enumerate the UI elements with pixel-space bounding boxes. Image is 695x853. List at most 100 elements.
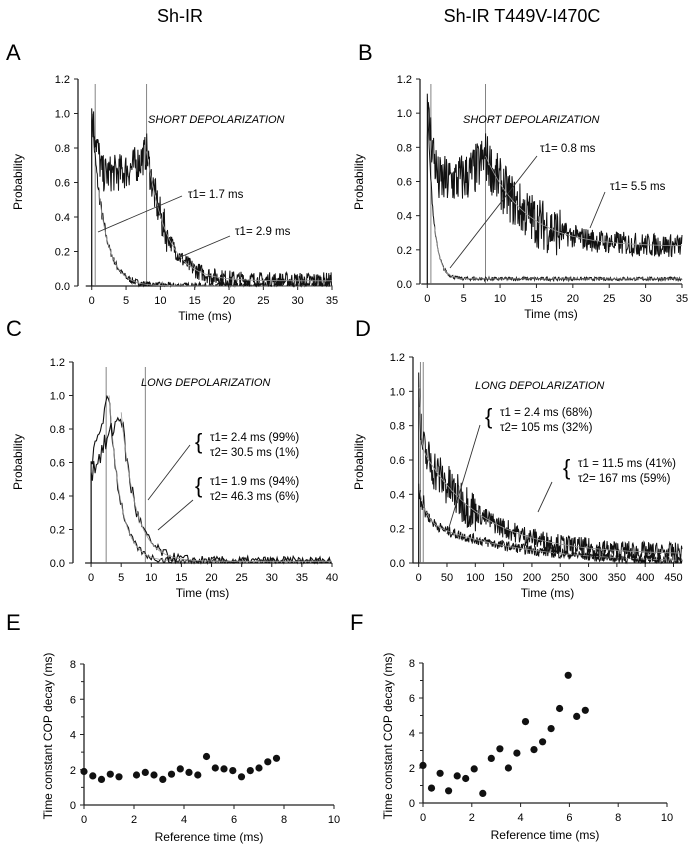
y-tick-label: 0.4 xyxy=(390,489,405,501)
y-tick-label: 0.2 xyxy=(397,245,412,257)
column-title-left: Sh-IR xyxy=(157,6,203,26)
x-tick-label: 8 xyxy=(281,814,287,826)
x-tick-label: 350 xyxy=(608,572,626,584)
data-point xyxy=(479,789,487,798)
data-point xyxy=(436,769,444,777)
y-tick-label: 0.2 xyxy=(50,525,65,537)
x-axis-label: Time (ms) xyxy=(176,586,230,600)
tau1-label: τ1 = 2.4 ms (68%) xyxy=(500,407,593,419)
x-axis-label: Time (ms) xyxy=(178,309,232,323)
trace-late xyxy=(426,102,683,284)
data-point xyxy=(255,764,263,772)
trace-early xyxy=(426,93,683,284)
data-point xyxy=(272,754,281,762)
fit-curve-late xyxy=(146,151,332,282)
x-tick-label: 400 xyxy=(636,572,654,584)
x-tick-label: 25 xyxy=(257,295,269,307)
x-tick-label: 6 xyxy=(566,812,572,824)
data-point xyxy=(150,771,158,779)
fit-pointer-line xyxy=(177,235,231,259)
panel-letter: C xyxy=(6,316,22,341)
y-tick-label: 0.8 xyxy=(55,143,70,155)
x-tick-label: 35 xyxy=(326,295,338,307)
x-tick-label: 10 xyxy=(661,812,673,824)
y-tick-label: 1.0 xyxy=(390,386,405,398)
x-tick-label: 25 xyxy=(236,572,248,584)
tau1-label: τ1= 1.9 ms (94%) xyxy=(210,476,299,488)
x-tick-label: 0 xyxy=(88,572,94,584)
x-axis-label: Reference time (ms) xyxy=(491,828,600,842)
x-tick-label: 6 xyxy=(231,814,237,826)
x-tick-label: 10 xyxy=(494,293,506,305)
panel-b: B 0 5 10 15 20 25 30 35 0.0 0.2 0.4 0.6 0.8 1.0 1.2 Time… xyxy=(352,40,688,321)
x-tick-label: 30 xyxy=(266,572,278,584)
x-tick-label: 5 xyxy=(123,295,129,307)
x-tick-label: 10 xyxy=(154,295,166,307)
x-tick-label: 20 xyxy=(567,293,579,305)
x-tick-label: 200 xyxy=(523,572,541,584)
panel-letter: D xyxy=(355,316,371,341)
x-tick-label: 0 xyxy=(416,572,422,584)
tau-label: τ1= 2.9 ms xyxy=(235,226,291,238)
panel-letter: B xyxy=(358,40,373,65)
tau1-label: τ1= 2.4 ms (99%) xyxy=(210,432,299,444)
y-tick-label: 0 xyxy=(70,800,76,812)
data-point xyxy=(220,765,228,773)
depolarization-label: LONG DEPOLARIZATION xyxy=(475,380,604,392)
data-point xyxy=(141,768,149,777)
panel-a: A 0 5 10 15 20 25 30 35 0.0 0.2 0.4 0.6 0.8 1.0 1.2 Time… xyxy=(6,40,338,323)
fit-pointer-line xyxy=(589,191,606,229)
data-point xyxy=(97,775,106,784)
x-tick-label: 10 xyxy=(328,814,340,826)
tau2-label: τ2= 46.3 ms (6%) xyxy=(210,491,299,503)
x-tick-label: 50 xyxy=(441,572,453,584)
panel-f: F 0 2 4 6 8 10 0 2 4 6 8 Reference time (ms) Time con… xyxy=(350,610,673,842)
y-tick-label: 1.2 xyxy=(50,357,65,369)
x-axis-label: Time (ms) xyxy=(524,307,578,321)
x-axis-label: Reference time (ms) xyxy=(155,830,264,844)
data-point xyxy=(530,746,538,754)
y-axis-label: Probability xyxy=(352,154,366,210)
y-tick-label: 0.0 xyxy=(397,279,412,291)
fit-pointer-line xyxy=(147,444,191,501)
y-tick-label: 8 xyxy=(70,659,76,671)
data-point xyxy=(556,704,564,713)
depolarization-label: LONG DEPOLARIZATION xyxy=(141,377,270,389)
tau-label: τ1= 0.8 ms xyxy=(540,143,596,155)
x-tick-label: 30 xyxy=(639,293,651,305)
fit-pointer-line xyxy=(446,424,481,535)
tau-label: τ1= 1.7 ms xyxy=(188,189,244,201)
y-axis-label: Probability xyxy=(352,434,366,490)
data-point xyxy=(547,725,555,733)
fit-curve-early xyxy=(434,226,682,280)
x-tick-label: 5 xyxy=(461,293,467,305)
x-tick-label: 2 xyxy=(131,814,137,826)
panel-c: C 0 5 10 15 20 25 30 35 40 0.0 0.2 0.4 0.6 0.8 1.0 1.2 Ti… xyxy=(6,316,338,600)
data-point xyxy=(419,761,427,770)
panel-letter: F xyxy=(350,610,363,635)
y-axis-label: Probability xyxy=(11,434,25,490)
brace-glyph: { xyxy=(563,455,570,480)
data-point xyxy=(427,784,436,792)
trace-late xyxy=(90,416,333,565)
y-tick-label: 0.2 xyxy=(55,247,70,259)
x-tick-label: 30 xyxy=(292,295,304,307)
x-tick-label: 0 xyxy=(420,812,426,824)
x-tick-label: 0 xyxy=(81,814,87,826)
y-tick-label: 0.8 xyxy=(390,421,405,433)
data-point xyxy=(80,767,88,776)
fit-pointer-line xyxy=(449,155,538,269)
y-axis-label: Time constant COP decay (ms) xyxy=(41,653,55,820)
x-tick-label: 10 xyxy=(145,572,157,584)
data-point xyxy=(89,772,97,780)
y-tick-label: 1.0 xyxy=(397,108,412,120)
fit-curve-late xyxy=(418,387,683,554)
y-tick-label: 1.2 xyxy=(390,352,405,364)
y-tick-label: 4 xyxy=(409,728,415,740)
data-point xyxy=(470,765,478,773)
data-point xyxy=(462,774,470,783)
x-tick-label: 20 xyxy=(223,295,235,307)
y-tick-label: 0.4 xyxy=(55,212,70,224)
y-tick-label: 2 xyxy=(70,765,76,777)
